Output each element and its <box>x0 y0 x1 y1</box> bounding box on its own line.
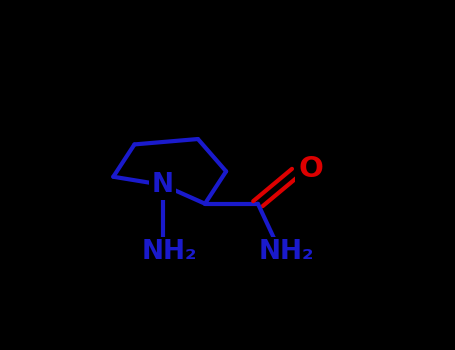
Text: NH₂: NH₂ <box>258 239 314 265</box>
Text: O: O <box>298 155 323 183</box>
Text: N: N <box>152 172 174 198</box>
Text: NH₂: NH₂ <box>142 239 197 265</box>
